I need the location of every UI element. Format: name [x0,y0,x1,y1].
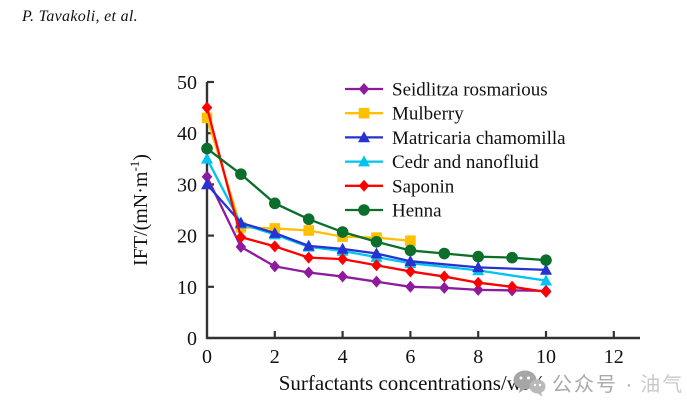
data-point-diamond [303,251,314,264]
data-point-diamond [358,83,370,95]
x-tick-label: 8 [473,346,483,368]
page-title: P. Tavakoli, et al. [22,8,138,25]
y-axis-title-close: ) [130,154,152,161]
legend-label: Matricaria chamomilla [392,128,566,149]
legend-label: Cedr and nanofluid [392,152,539,173]
data-point-circle [472,250,485,263]
data-point-diamond [506,280,518,293]
data-point-triangle [472,261,485,273]
data-point-diamond [358,179,370,192]
data-point-circle [438,247,451,260]
data-point-circle [336,226,349,238]
y-tick-label: 30 [177,174,197,196]
data-point-circle [201,142,213,155]
axis-frame [205,82,640,340]
x-axis-title: Surfactants concentrations/wt% [279,371,546,395]
data-point-triangle [201,178,213,190]
data-point-circle [370,235,383,248]
y-axis-title-superscript: -1 [127,161,142,172]
data-point-diamond [201,101,213,114]
y-axis-title-main: IFT/(mN·m [130,171,152,266]
data-point-diamond [337,253,348,266]
y-tick-label: 10 [177,277,197,299]
data-point-triangle [404,255,417,266]
series-saponin [201,101,552,298]
y-tick-label: 50 [177,72,197,94]
x-tick-label: 2 [270,346,280,368]
data-point-diamond [439,270,450,283]
series-henna [201,142,552,266]
data-point-diamond [269,260,281,273]
data-point-circle [358,204,370,216]
wechat-icon [513,370,546,396]
data-point-diamond [201,170,213,183]
legend-item-matricaria-chamomilla: Matricaria chamomilla [345,128,566,149]
data-point-circle [235,168,247,180]
data-point-triangle [336,242,349,254]
y-tick-label: 40 [177,123,197,145]
data-point-square [358,107,370,119]
x-tick-label: 12 [604,346,624,368]
data-point-triangle [358,131,370,143]
x-tick-label: 4 [338,346,348,368]
data-point-diamond [405,265,416,278]
data-point-diamond [235,231,247,244]
chart-legend: Seidlitza rosmarious Mulberry Matricaria c… [345,80,566,222]
data-point-triangle [358,155,370,167]
data-point-triangle [540,263,552,275]
data-point-diamond [472,276,484,289]
watermark-text: 公众号 · [552,374,635,396]
x-tick-label: 6 [405,346,415,368]
data-point-triangle [268,226,281,238]
y-tick-label: 20 [177,226,197,248]
data-point-triangle [370,247,383,259]
data-point-triangle [302,239,315,251]
legend-label: Saponin [392,176,455,197]
series-mulberry [201,112,416,247]
legend-item-seidlitza-rosmarious: Seidlitza rosmarious [345,80,548,101]
data-point-diamond [371,275,382,288]
data-point-diamond [303,266,314,279]
data-point-circle [269,197,281,210]
legend-item-mulberry: Mulberry [345,104,464,125]
data-point-circle [302,213,315,226]
data-point-triangle [540,274,552,286]
data-point-diamond [371,259,382,272]
data-point-square [405,235,416,247]
legend-label: Seidlitza rosmarious [392,80,548,101]
y-tick-label: 0 [187,328,197,350]
data-point-diamond [337,270,348,283]
data-point-circle [540,254,552,266]
data-series [201,101,552,298]
x-tick-label: 0 [202,346,212,368]
wechat-watermark: 公众号 · 油气 [512,368,684,397]
legend-item-cedr-and-nanofluid: Cedr and nanofluid [345,152,539,173]
legend-label: Mulberry [392,104,464,125]
data-point-square [201,112,213,124]
data-point-triangle [201,152,213,164]
data-point-diamond [269,240,281,253]
data-point-diamond [235,240,247,253]
legend-label: Henna [392,201,442,222]
watermark-text-light: 油气 [640,374,685,396]
data-point-diamond [405,280,416,293]
data-point-diamond [439,281,450,294]
y-axis-title: IFT/(mN·m-1) [127,154,152,266]
x-tick-label: 10 [536,346,556,368]
axes: 0 10 20 30 40 50 0 2 4 6 8 10 12 [177,72,640,368]
data-point-square [303,225,314,236]
data-point-diamond [472,283,484,296]
legend-item-saponin: Saponin [345,176,455,197]
series-matricaria-chamomilla [201,178,552,275]
data-point-circle [404,244,417,257]
legend-item-henna: Henna [345,201,442,222]
data-point-circle [506,251,518,264]
data-point-diamond [540,285,552,298]
